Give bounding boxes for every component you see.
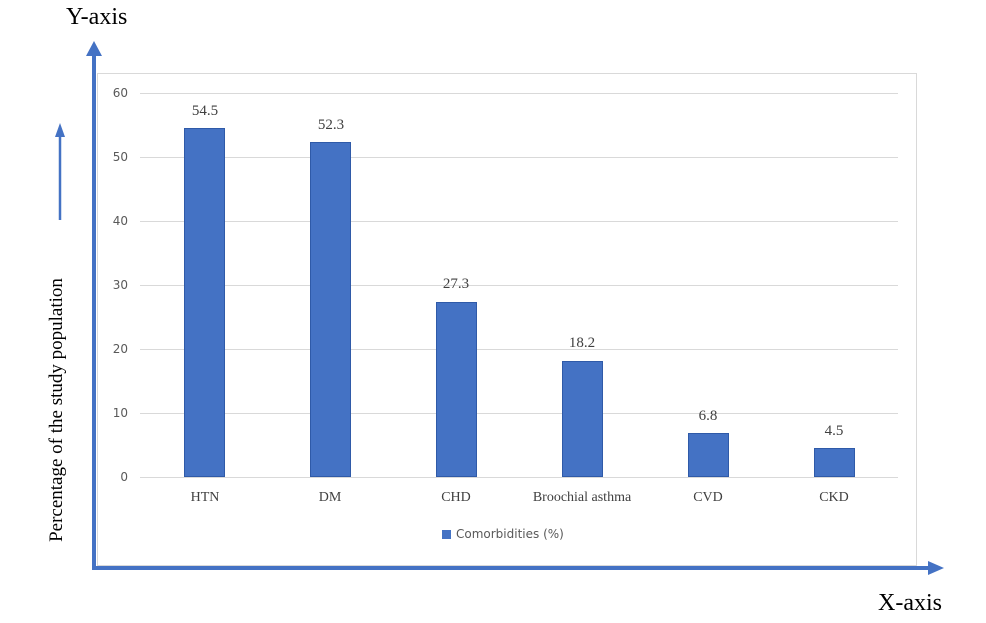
y-tick: 10 bbox=[112, 406, 128, 420]
gridline-0 bbox=[140, 477, 898, 478]
y-tick: 0 bbox=[120, 470, 128, 484]
bar-htn bbox=[184, 128, 225, 477]
legend-swatch-icon bbox=[442, 529, 451, 539]
legend: Comorbidities (%) bbox=[442, 527, 564, 541]
bar-ckd bbox=[814, 448, 855, 477]
data-label: 27.3 bbox=[442, 276, 470, 292]
category-label: CVD bbox=[693, 490, 723, 505]
x-axis-title: X-axis bbox=[878, 590, 942, 616]
gridline-20 bbox=[140, 349, 898, 350]
data-label: 6.8 bbox=[698, 408, 718, 424]
y-tick: 50 bbox=[112, 150, 128, 164]
bar-cvd bbox=[688, 433, 729, 477]
gridline-30 bbox=[140, 285, 898, 286]
gridline-50 bbox=[140, 157, 898, 158]
data-label: 18.2 bbox=[568, 335, 596, 351]
gridline-10 bbox=[140, 413, 898, 414]
bar-bronchial-asthma bbox=[562, 361, 603, 477]
y-axis-label: Percentage of the study population bbox=[46, 278, 67, 542]
data-label: 54.5 bbox=[191, 103, 219, 119]
category-label: CHD bbox=[441, 490, 471, 505]
data-label: 4.5 bbox=[824, 423, 844, 439]
y-tick: 30 bbox=[112, 278, 128, 292]
category-label: CKD bbox=[819, 490, 849, 505]
category-label: DM bbox=[318, 490, 342, 505]
data-label: 52.3 bbox=[317, 117, 345, 133]
bar-chd bbox=[436, 302, 477, 477]
category-label: HTN bbox=[190, 490, 220, 505]
gridline-40 bbox=[140, 221, 898, 222]
legend-label: Comorbidities (%) bbox=[456, 527, 564, 541]
y-tick: 20 bbox=[112, 342, 128, 356]
y-tick: 60 bbox=[112, 86, 128, 100]
gridline-60 bbox=[140, 93, 898, 94]
bar-dm bbox=[310, 142, 351, 477]
y-tick: 40 bbox=[112, 214, 128, 228]
category-label: Broochial asthma bbox=[532, 490, 632, 505]
y-axis-title: Y-axis bbox=[66, 4, 128, 30]
chart-area bbox=[97, 73, 917, 566]
